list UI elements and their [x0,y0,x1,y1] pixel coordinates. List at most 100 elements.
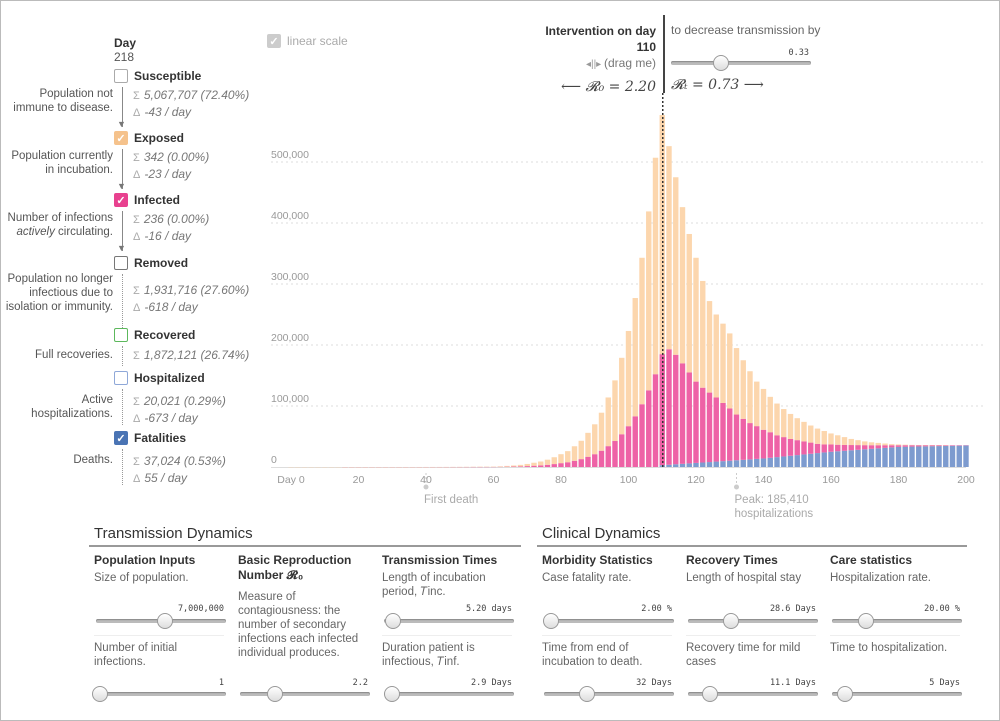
legend-item-hospitalized[interactable]: Hospitalized [114,371,205,385]
bar-infected [531,465,537,467]
bar-fatalities [875,448,881,467]
bar-infected [551,464,557,467]
bar-infected [747,423,753,460]
intervention-handle-line[interactable] [663,15,665,93]
bar-infected [828,444,834,452]
slider-knob[interactable] [722,613,739,629]
bar-exposed [619,357,625,435]
bar-exposed [862,441,868,446]
bar-fatalities [794,455,800,467]
checkbox-icon[interactable]: ✓ [267,34,281,48]
param-slider[interactable] [383,686,514,702]
legend-item-exposed[interactable]: ✓ Exposed [114,131,184,145]
slider-knob[interactable] [383,686,400,702]
bar-infected [862,445,868,450]
y-tick-label: 500,000 [271,149,309,161]
param-slider[interactable] [688,686,818,702]
bar-fatalities [706,462,713,467]
legend-total: Σ 5,067,707 (72.40%) [133,88,250,102]
param-slider[interactable] [832,613,962,629]
checkbox-icon[interactable]: ✓ [114,193,128,207]
bar-infected [902,445,908,447]
bar-infected [740,418,746,460]
slider-knob[interactable] [837,686,853,702]
slider-knob[interactable] [578,686,595,702]
param-slider[interactable] [542,613,674,629]
legend-item-fatalities[interactable]: ✓ Fatalities [114,431,186,445]
transmission-decrease-slider[interactable] [671,55,811,71]
param-slider[interactable] [240,686,370,702]
param-heading: Care statistics [830,553,913,567]
param-slider[interactable] [96,613,226,629]
bar-fatalities [733,460,740,467]
bar-infected [538,465,544,467]
legend-total: Σ 1,872,121 (26.74%) [133,348,250,362]
param-slider[interactable] [688,613,818,629]
bar-fatalities [943,445,949,467]
param-slider[interactable] [832,686,962,702]
legend-item-susceptible[interactable]: Susceptible [114,69,201,83]
bar-fatalities [922,446,929,467]
checkbox-icon[interactable] [114,256,128,270]
slider-knob[interactable] [91,686,108,702]
param-value: 32 Days [636,678,672,688]
drag-handle-icon[interactable]: ◂||▸ [585,59,604,70]
intervention-panel[interactable]: Intervention on day 110 ◂||▸ (drag me) ⟵… [501,23,656,95]
x-tick-label: 200 [957,474,975,486]
legend-item-infected[interactable]: ✓ Infected [114,193,180,207]
param-slider[interactable] [544,686,674,702]
bar-fatalities [929,446,935,467]
bar-exposed [747,371,753,424]
divider [686,635,816,636]
slider-knob[interactable] [156,613,173,629]
slider-knob[interactable] [713,55,730,71]
legend-delta: Δ -618 / day [133,300,198,314]
slider-knob[interactable] [857,613,874,629]
bar-exposed [511,465,517,467]
legend-item-recovered[interactable]: Recovered [114,328,195,342]
x-tick-label: 180 [890,474,908,486]
bar-infected [855,445,861,450]
x-tick-label: 40 [420,474,432,486]
bar-fatalities [747,459,753,467]
param-slider[interactable] [91,686,226,702]
checkbox-icon[interactable] [114,328,128,342]
checkbox-icon[interactable] [114,371,128,385]
param-description: Recovery time for mild cases [686,642,801,668]
checkbox-icon[interactable] [114,69,128,83]
param-value: 2.00 % [641,604,672,614]
bar-exposed [598,412,605,451]
bar-infected [801,441,807,455]
dotted-connector [122,274,123,330]
param-column: Morbidity Statistics [542,553,674,568]
bar-exposed [868,442,875,446]
bar-fatalities [686,463,692,467]
bar-infected [524,466,530,467]
slider-knob[interactable] [385,613,402,629]
legend-item-removed[interactable]: Removed [114,256,188,270]
annotation-dot [423,484,429,490]
bar-fatalities [801,454,807,467]
bar-infected [916,445,922,447]
bar-exposed [571,446,578,461]
flow-arrow-icon [122,211,123,251]
bar-exposed [673,177,679,355]
checkbox-icon[interactable]: ✓ [114,131,128,145]
slider-knob[interactable] [267,686,284,702]
slider-knob[interactable] [702,686,719,702]
bar-fatalities [727,460,733,467]
param-column: Care statistics [830,553,962,568]
checkbox-icon[interactable]: ✓ [114,431,128,445]
param-description: Case fatality rate. [542,572,632,584]
bar-exposed [686,233,692,373]
param-heading: Morbidity Statistics [542,553,653,567]
bar-infected [679,363,686,464]
param-slider[interactable] [384,613,514,629]
param-value: 11.1 Days [769,678,816,688]
bar-fatalities [808,453,814,467]
bar-exposed [517,464,524,467]
bar-exposed [895,444,902,446]
bar-infected [558,463,564,467]
linear-scale-toggle[interactable]: ✓ linear scale [267,34,348,48]
slider-knob[interactable] [542,613,559,629]
